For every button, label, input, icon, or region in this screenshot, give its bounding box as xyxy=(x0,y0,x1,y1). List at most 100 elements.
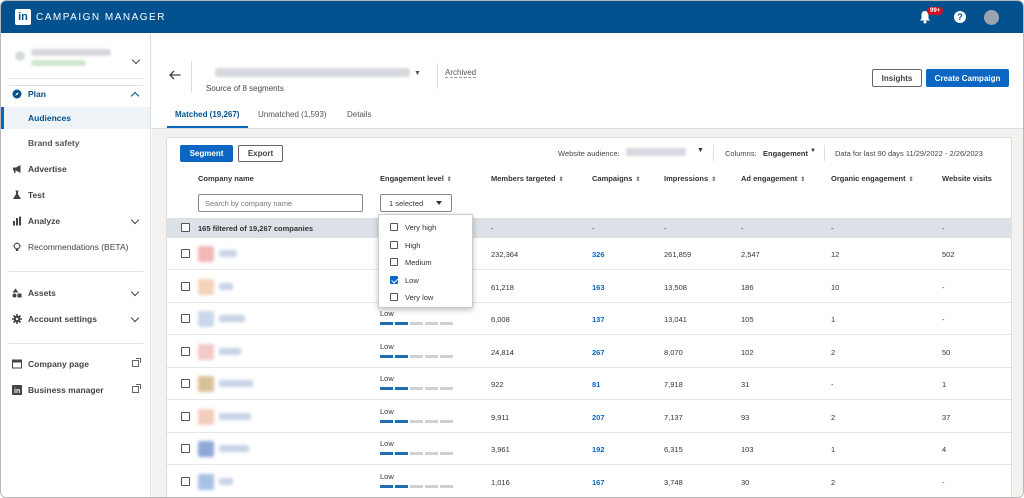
company-search-input[interactable]: Search by company name xyxy=(198,194,363,212)
engagement-bar-segment xyxy=(440,452,453,455)
menu-option[interactable]: Medium xyxy=(379,254,474,271)
account-selector[interactable] xyxy=(9,43,143,79)
option-checkbox[interactable] xyxy=(390,240,398,249)
company-name-redacted[interactable] xyxy=(219,250,237,257)
gear-icon xyxy=(12,314,22,324)
col-header-engagement[interactable]: Engagement level ⇕ xyxy=(380,174,452,183)
col-header-website-visits[interactable]: Website visits xyxy=(942,174,992,183)
help-icon[interactable]: ? xyxy=(954,11,966,23)
company-name-redacted[interactable] xyxy=(219,315,245,322)
company-name-redacted[interactable] xyxy=(219,477,233,485)
row-checkbox[interactable] xyxy=(181,314,190,323)
row-checkbox[interactable] xyxy=(181,476,190,486)
company-logo-redacted xyxy=(198,278,214,295)
tab-unmatched[interactable]: Unmatched (1,593) xyxy=(258,110,327,119)
campaigns-link[interactable]: 267 xyxy=(592,347,605,357)
engagement-bar-segment xyxy=(395,387,408,390)
sidebar-item-test[interactable]: Test xyxy=(1,185,150,205)
table-row[interactable]: 61,218 163 13,508 186 10 - xyxy=(167,271,1011,303)
sidebar-item-brand-safety[interactable]: Brand safety xyxy=(1,132,150,154)
table-row[interactable]: 232,364 326 261,859 2,547 12 502 xyxy=(167,238,1011,270)
menu-option[interactable]: High xyxy=(379,237,474,254)
sidebar-item-plan[interactable]: Plan xyxy=(1,84,150,104)
col-header-ad-engagement[interactable]: Ad engagement ⇕ xyxy=(741,174,805,183)
sidebar-item-label: Audiences xyxy=(28,113,71,123)
campaigns-link[interactable]: 326 xyxy=(592,250,605,259)
select-all-checkbox[interactable] xyxy=(181,223,190,232)
company-name-redacted[interactable] xyxy=(219,282,233,290)
impressions-cell: 7,137 xyxy=(664,412,683,422)
menu-option[interactable]: Very low xyxy=(379,289,474,306)
website-audience-select[interactable] xyxy=(626,148,686,156)
website-visits-cell: - xyxy=(942,477,945,487)
col-header-company[interactable]: Company name xyxy=(198,174,254,183)
brand[interactable]: in CAMPAIGN MANAGER xyxy=(15,9,166,25)
campaigns-link[interactable]: 81 xyxy=(592,380,601,389)
col-header-campaigns[interactable]: Campaigns ⇕ xyxy=(592,174,640,183)
organic-engagement-cell: 10 xyxy=(831,282,840,292)
sidebar-item-recommendations[interactable]: Recommendations (BETA) xyxy=(1,237,150,257)
option-checkbox[interactable] xyxy=(390,258,398,266)
table-row[interactable]: Low 1,016 167 3,748 30 2 - xyxy=(167,466,1011,497)
col-header-impressions[interactable]: Impressions ⇕ xyxy=(664,174,716,183)
caret-down-icon[interactable]: ▼ xyxy=(697,147,704,154)
segment-button[interactable]: Segment xyxy=(180,145,233,162)
campaigns-link[interactable]: 207 xyxy=(592,412,605,422)
row-checkbox[interactable] xyxy=(181,411,190,421)
sidebar-item-audiences[interactable]: Audiences xyxy=(1,107,150,129)
sidebar-item-business-manager[interactable]: in Business manager xyxy=(1,380,150,400)
table-row[interactable]: Low 9,911 207 7,137 93 2 37 xyxy=(167,401,1011,433)
company-logo-redacted xyxy=(198,246,214,262)
company-name-redacted[interactable] xyxy=(219,380,253,387)
col-header-organic-engagement[interactable]: Organic engagement ⇕ xyxy=(831,174,914,183)
export-button[interactable]: Export xyxy=(238,145,283,162)
table-row[interactable]: Low 922 81 7,918 31 - 1 xyxy=(167,368,1011,400)
sidebar-item-assets[interactable]: Assets xyxy=(1,283,150,303)
company-name-redacted[interactable] xyxy=(219,412,251,420)
account-avatar xyxy=(15,51,25,61)
option-checkbox[interactable] xyxy=(390,223,398,231)
row-checkbox[interactable] xyxy=(181,346,190,356)
engagement-bar-segment xyxy=(440,354,453,358)
caret-down-icon[interactable]: ▼ xyxy=(414,70,421,77)
insights-button[interactable]: Insights xyxy=(872,69,922,87)
avatar[interactable] xyxy=(984,10,999,25)
table-row[interactable]: Low 3,961 192 6,315 103 1 4 xyxy=(167,433,1011,465)
table-row[interactable]: Low 24,814 267 8,070 102 2 50 xyxy=(167,336,1011,368)
campaigns-link[interactable]: 192 xyxy=(592,445,605,454)
impressions-cell: 261,859 xyxy=(664,250,692,259)
row-checkbox[interactable] xyxy=(181,379,190,388)
option-checkbox[interactable] xyxy=(390,275,398,284)
company-name-redacted[interactable] xyxy=(219,347,241,355)
col-header-label: Organic engagement xyxy=(831,174,906,183)
external-link-icon xyxy=(132,384,141,393)
sidebar-item-advertise[interactable]: Advertise xyxy=(1,159,150,179)
row-checkbox[interactable] xyxy=(181,281,190,291)
create-campaign-button[interactable]: Create Campaign xyxy=(926,69,1009,87)
sidebar-item-analyze[interactable]: Analyze xyxy=(1,211,150,231)
sidebar-item-account-settings[interactable]: Account settings xyxy=(1,309,150,329)
account-name-redacted xyxy=(31,49,111,56)
campaigns-link[interactable]: 163 xyxy=(592,282,605,292)
menu-option[interactable]: Very high xyxy=(379,219,474,236)
table-row[interactable]: Low 6,008 137 13,041 105 1 - xyxy=(167,303,1011,335)
campaigns-link[interactable]: 137 xyxy=(592,315,605,324)
campaigns-link[interactable]: 167 xyxy=(592,477,605,487)
columns-select[interactable]: Engagement xyxy=(763,149,809,158)
back-arrow-icon[interactable] xyxy=(169,70,181,80)
tab-details[interactable]: Details xyxy=(347,110,372,119)
option-checkbox[interactable] xyxy=(390,293,398,301)
tab-matched[interactable]: Matched (19,267) xyxy=(175,110,240,119)
col-header-members[interactable]: Members targeted ⇕ xyxy=(491,174,564,183)
sidebar-item-company-page[interactable]: Company page xyxy=(1,354,150,374)
row-checkbox[interactable] xyxy=(181,444,190,453)
row-checkbox[interactable] xyxy=(181,249,190,258)
caret-down-icon[interactable]: ▼ xyxy=(810,148,816,154)
col-header-label: Campaigns xyxy=(592,174,633,183)
website-visits-cell: 50 xyxy=(942,347,951,357)
organic-engagement-cell: 2 xyxy=(831,412,836,422)
members-cell: 9,911 xyxy=(491,412,510,422)
company-name-redacted[interactable] xyxy=(219,445,249,452)
engagement-level-select[interactable]: 1 selected xyxy=(380,194,452,212)
menu-option[interactable]: Low xyxy=(379,272,474,289)
